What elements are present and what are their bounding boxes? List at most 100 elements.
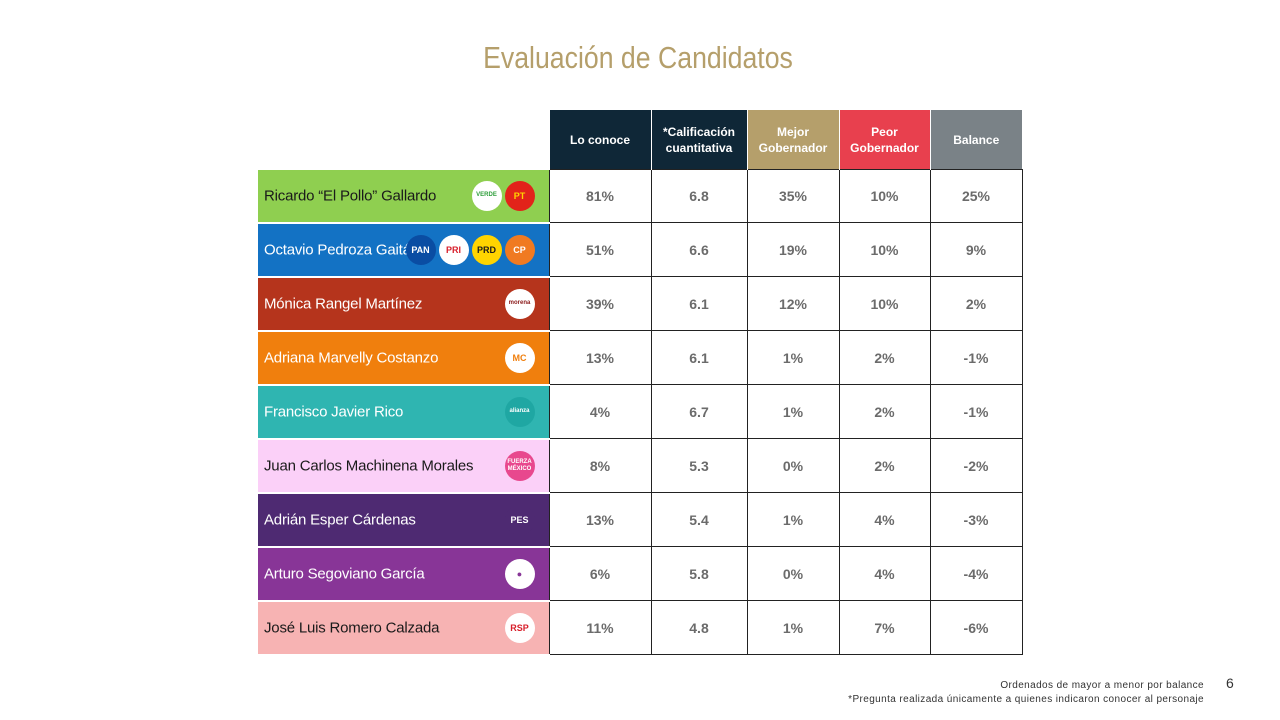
value-cell: 10% [838, 169, 931, 223]
candidate-name: Adriana Marvelly Costanzo [264, 349, 439, 366]
value-cell: -2% [929, 438, 1023, 493]
table-row: José Luis Romero Calzada RSP 11% 4.8 1% 7% -6% [258, 600, 1023, 656]
party-logos: VERDE PT [471, 180, 535, 211]
table-row: Octavio Pedroza Gaitán PAN PRI PRD CP 51% 6.6 1… [258, 222, 1023, 278]
table-row: Juan Carlos Machinena Morales FUERZA MÉXI… [258, 438, 1023, 494]
candidate-name: Octavio Pedroza Gaitán [264, 241, 419, 258]
footnote-order: Ordenados de mayor a menor por balance [1000, 680, 1204, 691]
rsp-logo: RSP [504, 612, 535, 643]
value-cell: 11% [548, 600, 652, 655]
value-cell: 39% [548, 276, 652, 331]
table-row: Francisco Javier Rico alianza 4% 6.7 1% 2% -1% [258, 384, 1023, 440]
alianza-logo: alianza [504, 396, 535, 427]
value-cell: 5.4 [650, 492, 748, 547]
value-cell: 6.8 [650, 169, 748, 223]
candidate-name: Arturo Segoviano García [264, 565, 425, 582]
value-cell: -1% [929, 330, 1023, 385]
page-number: 6 [1226, 675, 1234, 691]
candidate-name: Mónica Rangel Martínez [264, 295, 423, 312]
value-cell: 5.8 [650, 546, 748, 601]
morena-logo: morena [504, 288, 535, 319]
candidate-cell: Adrián Esper Cárdenas PES [258, 492, 549, 548]
candidates-table: Lo conoce *Calificación cuantitativa Mejor… [258, 110, 1023, 656]
table-row: Ricardo “El Pollo” Gallardo VERDE PT 81% 6.8… [258, 169, 1023, 224]
movimiento-ciudadano-logo: MC [504, 342, 535, 373]
party-logos: PES [504, 504, 535, 535]
value-cell: 1% [746, 492, 840, 547]
party-logos: PAN PRI PRD CP [405, 234, 535, 265]
column-header: *Calificación cuantitativa [650, 110, 747, 170]
value-cell: 1% [746, 600, 840, 655]
value-cell: 7% [838, 600, 931, 655]
header-blank-cell [258, 110, 549, 170]
page-title: Evaluación de Candidatos [483, 40, 793, 75]
fuerza-mexico-logo: FUERZA MÉXICO [504, 450, 535, 481]
candidate-cell: Ricardo “El Pollo” Gallardo VERDE PT [258, 169, 549, 224]
value-cell: 6.1 [650, 276, 748, 331]
column-header: Balance [929, 110, 1022, 170]
value-cell: 25% [929, 169, 1023, 223]
candidate-cell: Francisco Javier Rico alianza [258, 384, 549, 440]
value-cell: -4% [929, 546, 1023, 601]
value-cell: 0% [746, 438, 840, 493]
candidate-cell: Arturo Segoviano García ● [258, 546, 549, 602]
footnote-question: *Pregunta realizada únicamente a quienes… [848, 694, 1204, 705]
candidate-cell: Mónica Rangel Martínez morena [258, 276, 549, 332]
party-logos: morena [504, 288, 535, 319]
table-row: Adrián Esper Cárdenas PES 13% 5.4 1% 4% -3% [258, 492, 1023, 548]
value-cell: 2% [838, 384, 931, 439]
independiente-logo: ● [504, 558, 535, 589]
value-cell: 81% [548, 169, 652, 223]
candidate-name: José Luis Romero Calzada [264, 619, 440, 636]
candidate-cell: Juan Carlos Machinena Morales FUERZA MÉXI… [258, 438, 549, 494]
prd-logo: PRD [471, 234, 502, 265]
pes-logo: PES [504, 504, 535, 535]
value-cell: 0% [746, 546, 840, 601]
value-cell: 10% [838, 276, 931, 331]
candidate-name: Francisco Javier Rico [264, 403, 404, 420]
value-cell: 4.8 [650, 600, 748, 655]
pan-logo: PAN [405, 234, 436, 265]
candidate-cell: José Luis Romero Calzada RSP [258, 600, 549, 656]
table-header-row: Lo conoce *Calificación cuantitativa Mejor… [258, 110, 1022, 170]
party-logos: FUERZA MÉXICO [504, 450, 535, 481]
column-header: Mejor Gobernador [746, 110, 839, 170]
candidate-cell: Adriana Marvelly Costanzo MC [258, 330, 549, 386]
pt-logo: PT [504, 180, 535, 211]
party-logos: MC [504, 342, 535, 373]
value-cell: 2% [838, 438, 931, 493]
party-logos: alianza [504, 396, 535, 427]
value-cell: 8% [548, 438, 652, 493]
party-logos: ● [504, 558, 535, 589]
value-cell: -3% [929, 492, 1023, 547]
value-cell: -1% [929, 384, 1023, 439]
column-header: Lo conoce [548, 110, 651, 170]
value-cell: 13% [548, 492, 652, 547]
candidate-name: Ricardo “El Pollo” Gallardo [264, 187, 437, 204]
table-row: Mónica Rangel Martínez morena 39% 6.1 12% 10%… [258, 276, 1023, 332]
value-cell: 6.1 [650, 330, 748, 385]
table-row: Adriana Marvelly Costanzo MC 13% 6.1 1% 2% -1% [258, 330, 1023, 386]
candidate-name: Adrián Esper Cárdenas [264, 511, 416, 528]
value-cell: 6.7 [650, 384, 748, 439]
value-cell: 2% [838, 330, 931, 385]
party-logos: RSP [504, 612, 535, 643]
value-cell: 9% [929, 222, 1023, 277]
value-cell: 1% [746, 330, 840, 385]
cp-logo: CP [504, 234, 535, 265]
candidate-name: Juan Carlos Machinena Morales [264, 457, 474, 474]
value-cell: 19% [746, 222, 840, 277]
value-cell: 4% [838, 492, 931, 547]
column-header: Peor Gobernador [838, 110, 930, 170]
table-row: Arturo Segoviano García ● 6% 5.8 0% 4% -4% [258, 546, 1023, 602]
verde-logo: VERDE [471, 180, 502, 211]
candidate-cell: Octavio Pedroza Gaitán PAN PRI PRD CP [258, 222, 549, 278]
value-cell: 1% [746, 384, 840, 439]
value-cell: 6.6 [650, 222, 748, 277]
pri-logo: PRI [438, 234, 469, 265]
value-cell: 2% [929, 276, 1023, 331]
value-cell: 12% [746, 276, 840, 331]
value-cell: -6% [929, 600, 1023, 655]
value-cell: 4% [548, 384, 652, 439]
value-cell: 6% [548, 546, 652, 601]
